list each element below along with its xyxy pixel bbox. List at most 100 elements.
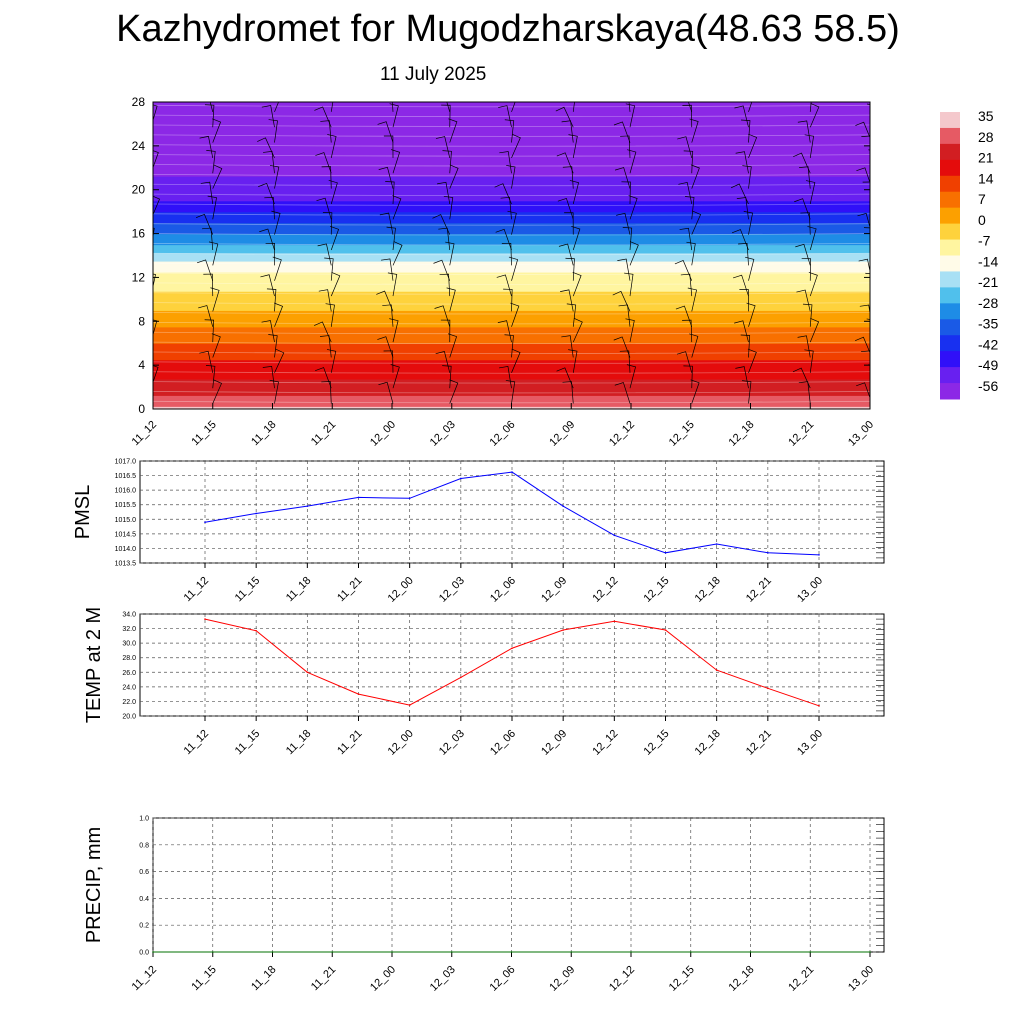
wind-barb xyxy=(204,104,215,128)
wind-barb xyxy=(680,273,693,297)
wind-barb xyxy=(203,273,214,297)
temperature-band xyxy=(153,230,870,235)
wind-barb xyxy=(322,212,333,235)
isotherm-contour xyxy=(153,114,870,118)
wind-barb xyxy=(153,181,154,186)
temperature-band xyxy=(153,211,870,215)
temperature-band xyxy=(153,148,870,152)
x-tick-label: 12_06 xyxy=(488,728,518,758)
data-point xyxy=(152,951,154,953)
wind-barb xyxy=(674,259,693,281)
temperature-band xyxy=(153,192,870,196)
wind-barb xyxy=(568,134,578,158)
temperature-band xyxy=(153,392,870,396)
wind-barb xyxy=(809,102,812,112)
temperature-band xyxy=(153,359,870,364)
x-tick-label: 12_18 xyxy=(693,728,723,758)
wind-barb xyxy=(506,165,516,189)
data-point xyxy=(511,471,513,473)
data-point xyxy=(255,629,257,632)
wind-barb xyxy=(321,166,332,189)
wind-barb xyxy=(748,102,753,112)
data-point xyxy=(664,552,667,554)
wind-barb xyxy=(328,179,338,205)
x-tick-label: 13_00 xyxy=(846,964,876,994)
temperature-band xyxy=(153,167,870,172)
wind-barb xyxy=(447,333,458,358)
temperature-band xyxy=(153,239,870,243)
temperature-band xyxy=(153,115,870,120)
wind-barb xyxy=(315,152,332,174)
data-point xyxy=(630,951,632,953)
temperature-band xyxy=(153,228,870,232)
temperature-band xyxy=(153,310,870,314)
data-point xyxy=(391,951,393,953)
data-point xyxy=(255,512,257,515)
wind-barb xyxy=(257,137,275,159)
x-tick-label: 12_15 xyxy=(642,575,672,605)
temperature-band xyxy=(153,280,870,284)
wind-barb xyxy=(318,289,332,312)
x-tick-label: 12_00 xyxy=(386,728,416,758)
x-tick-label: 12_00 xyxy=(386,575,416,605)
wind-barb xyxy=(809,103,820,128)
wind-barb xyxy=(274,348,285,373)
wind-barb xyxy=(258,182,275,205)
temperature-band xyxy=(153,362,870,366)
wind-barb xyxy=(199,350,214,373)
temperature-band xyxy=(153,200,870,205)
wind-barb xyxy=(743,211,753,235)
wind-barb xyxy=(739,289,749,312)
wind-barb xyxy=(682,104,693,128)
x-tick-label: 12_12 xyxy=(607,964,637,994)
colorbar-swatch xyxy=(940,159,960,177)
data-point xyxy=(767,552,769,554)
x-tick-label: 11_12 xyxy=(182,728,212,758)
wind-barb xyxy=(691,210,702,235)
wind-barb xyxy=(314,106,332,128)
wind-barb xyxy=(445,241,455,266)
wind-barb xyxy=(390,149,401,174)
colorbar-swatch xyxy=(940,319,960,336)
x-tick-label: 12_21 xyxy=(786,964,816,994)
wind-barb xyxy=(210,287,220,312)
y-tick-label: 28 xyxy=(132,95,146,109)
y-tick-label: 24 xyxy=(132,139,146,153)
temperature-band xyxy=(153,321,870,325)
temperature-band xyxy=(153,340,870,344)
temperature-field xyxy=(153,102,881,409)
temperature-band xyxy=(153,269,870,273)
data-point xyxy=(767,687,769,690)
wind-barb xyxy=(211,333,221,358)
wind-barb xyxy=(560,289,574,312)
wind-barb xyxy=(804,134,814,158)
wind-barb xyxy=(797,335,811,358)
y-tick-label: 30.0 xyxy=(122,641,136,648)
wind-barb xyxy=(794,198,811,220)
wind-barb xyxy=(319,335,332,358)
temperature-band xyxy=(153,197,870,202)
wind-barb xyxy=(622,227,633,251)
y-tick-label: 16 xyxy=(132,227,146,241)
temperature-band xyxy=(153,387,870,391)
wind-barb xyxy=(628,195,638,220)
x-tick-label: 12_09 xyxy=(547,964,577,994)
temperature-band xyxy=(153,222,870,226)
x-tick-label: 11_18 xyxy=(284,728,314,758)
y-tick-label: 1016.0 xyxy=(115,488,137,495)
wind-barb xyxy=(683,150,694,174)
y-tick-label: 1017.0 xyxy=(115,459,137,466)
pmsl-panel: 1013.5 1014.0 1014.5 1015.0 1015.5 1016.0 1016… xyxy=(72,459,885,605)
data-point xyxy=(271,951,274,953)
temperature-band xyxy=(153,389,870,394)
wind-barb xyxy=(872,288,881,312)
temperature-band xyxy=(153,376,870,380)
colorbar-swatch xyxy=(940,351,960,368)
y-tick-label: 32.0 xyxy=(122,626,136,633)
temperature-band xyxy=(153,277,870,281)
wind-barb xyxy=(625,318,635,343)
wind-barb xyxy=(747,348,757,373)
temperature-band xyxy=(153,326,870,331)
temperature-band xyxy=(153,250,870,254)
wind-barb xyxy=(690,164,700,189)
